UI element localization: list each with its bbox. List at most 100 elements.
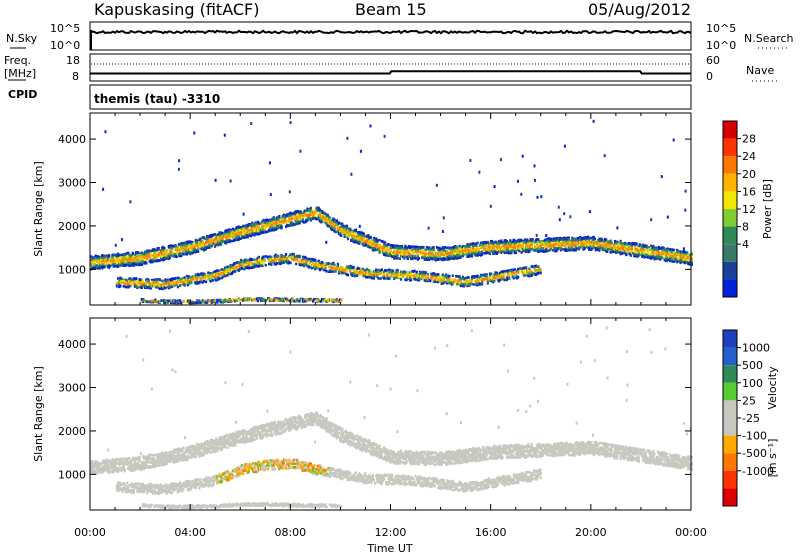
data-cell xyxy=(99,267,101,270)
data-cell xyxy=(517,276,519,279)
data-cell xyxy=(182,244,184,247)
data-cell xyxy=(557,237,559,240)
data-cell xyxy=(446,247,448,250)
data-cell xyxy=(614,240,616,243)
data-cell xyxy=(505,252,507,255)
data-cell xyxy=(145,262,147,265)
data-cell xyxy=(462,276,464,279)
data-cell xyxy=(444,246,446,249)
data-cell xyxy=(507,247,509,250)
data-cell xyxy=(146,257,148,260)
data-cell xyxy=(389,271,391,274)
data-cell xyxy=(276,258,278,261)
data-cell xyxy=(459,245,461,248)
data-cell xyxy=(185,278,187,281)
data-cell xyxy=(403,255,405,258)
data-cell xyxy=(606,251,608,254)
data-cell xyxy=(418,257,420,260)
data-cell xyxy=(101,254,103,257)
data-cell xyxy=(439,275,441,278)
data-cell xyxy=(280,227,282,230)
data-cell xyxy=(584,247,586,250)
nsky-panel-frame xyxy=(90,22,691,50)
cpid-label: CPID xyxy=(8,88,37,101)
data-cell xyxy=(661,257,663,260)
data-cell xyxy=(625,254,627,257)
data-cell xyxy=(315,218,317,221)
data-cell xyxy=(319,268,321,271)
data-cell xyxy=(484,278,486,281)
data-cell xyxy=(448,247,450,250)
data-cell xyxy=(393,246,395,249)
data-cell xyxy=(425,271,427,274)
data-cell xyxy=(229,239,231,242)
data-cell xyxy=(176,256,178,259)
data-cell xyxy=(149,250,151,253)
data-cell xyxy=(337,227,339,230)
data-cell xyxy=(129,284,131,287)
power-data-group xyxy=(90,120,693,305)
data-cell xyxy=(251,258,253,261)
data-cell xyxy=(179,284,181,287)
data-cell xyxy=(521,239,523,242)
data-cell xyxy=(364,235,366,238)
freq-panel-frame xyxy=(90,54,691,81)
data-cell xyxy=(537,272,539,275)
data-cell xyxy=(620,240,622,243)
data-cell xyxy=(113,254,115,257)
data-cell xyxy=(202,242,204,245)
data-cell xyxy=(376,239,378,242)
data-cell xyxy=(341,272,343,275)
data-cell xyxy=(166,257,168,260)
data-cell xyxy=(93,263,95,266)
data-cell xyxy=(412,255,414,258)
data-cell xyxy=(333,228,335,231)
data-cell xyxy=(455,275,457,278)
data-cell xyxy=(407,272,409,275)
data-cell xyxy=(331,266,333,269)
data-cell xyxy=(242,265,244,268)
data-cell xyxy=(635,242,637,245)
data-cell xyxy=(468,276,470,279)
data-cell xyxy=(209,280,211,283)
data-cell xyxy=(269,230,271,233)
data-cell xyxy=(452,274,454,277)
data-cell xyxy=(314,259,316,262)
data-cell xyxy=(631,247,633,250)
data-cell xyxy=(179,252,181,255)
data-cell xyxy=(488,278,490,281)
data-cell xyxy=(456,251,458,254)
data-cell xyxy=(319,209,321,212)
data-cell xyxy=(286,214,288,217)
data-cell xyxy=(330,270,332,273)
data-cell xyxy=(444,258,446,261)
data-cell xyxy=(301,212,303,215)
data-cell xyxy=(611,242,613,245)
data-cell xyxy=(448,275,450,278)
data-cell xyxy=(338,271,340,274)
nave-ytick-bottom: 0 xyxy=(706,70,713,83)
data-cell xyxy=(119,285,121,288)
data-cell xyxy=(175,248,177,251)
data-cell xyxy=(366,276,368,279)
data-cell xyxy=(668,252,670,255)
data-cell xyxy=(550,248,552,251)
data-cell xyxy=(537,265,539,268)
data-cell xyxy=(335,270,337,273)
data-cell xyxy=(109,265,111,268)
data-cell xyxy=(478,248,480,251)
data-cell xyxy=(205,281,207,284)
data-cell xyxy=(477,242,479,245)
data-cell xyxy=(532,238,534,241)
data-cell xyxy=(139,260,141,263)
data-cell xyxy=(175,277,177,280)
data-cell xyxy=(397,271,399,274)
data-cell xyxy=(397,255,399,258)
data-cell xyxy=(658,246,660,249)
data-cell xyxy=(310,207,312,210)
data-cell xyxy=(93,260,95,263)
data-cell xyxy=(302,218,304,221)
data-cell xyxy=(346,225,348,228)
date-title: 05/Aug/2012 xyxy=(588,0,691,19)
